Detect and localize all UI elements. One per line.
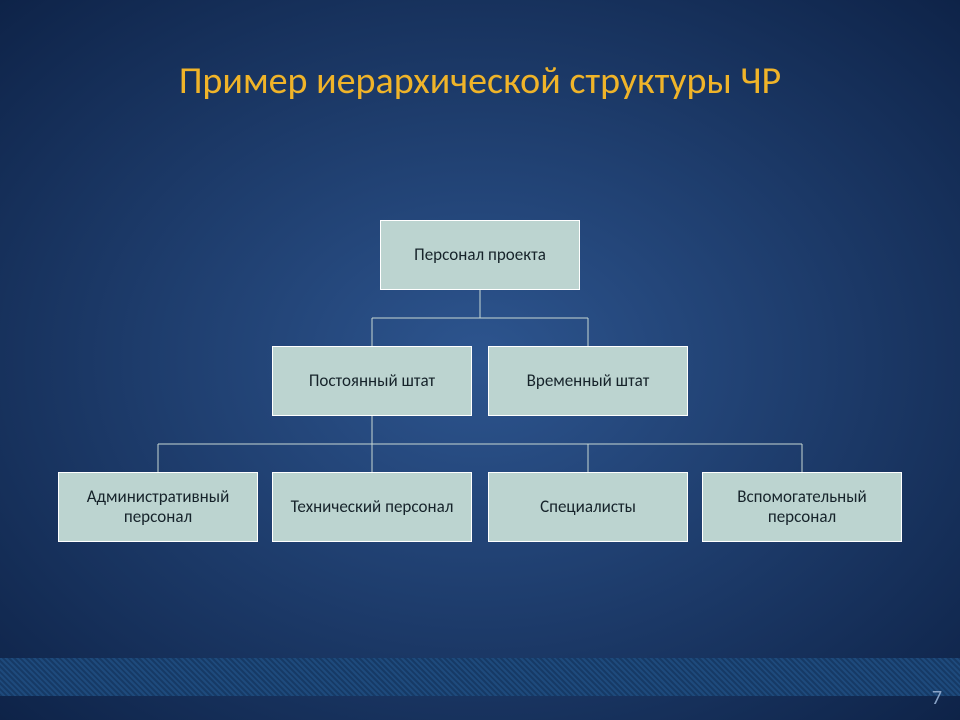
org-node-root: Персонал проекта: [380, 220, 580, 290]
slide: Пример иерархической структуры ЧР Персон…: [0, 0, 960, 720]
org-node-aux: Вспомогательный персонал: [702, 472, 902, 542]
footer-strip: [0, 658, 960, 696]
slide-title: Пример иерархической структуры ЧР: [0, 58, 960, 104]
org-node-perm: Постоянный штат: [272, 346, 472, 416]
org-node-adm: Административный персонал: [58, 472, 258, 542]
org-node-spec: Специалисты: [488, 472, 688, 542]
org-chart-connectors: [0, 0, 960, 720]
org-node-tech: Технический персонал: [272, 472, 472, 542]
org-node-temp: Временный штат: [488, 346, 688, 416]
page-number: 7: [932, 686, 942, 710]
